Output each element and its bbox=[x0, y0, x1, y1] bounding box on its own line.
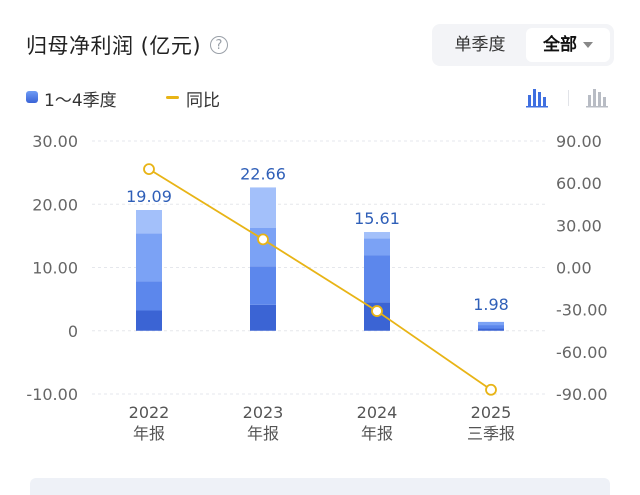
period-toggle: 单季度 全部 bbox=[432, 24, 614, 66]
x-tick-year: 2025 bbox=[471, 403, 512, 422]
y-right-tick-label: 90.00 bbox=[556, 132, 602, 151]
bar-segment-q2 bbox=[250, 266, 276, 305]
x-tick-year: 2022 bbox=[129, 403, 170, 422]
bar-segment-q3 bbox=[364, 238, 390, 256]
y-left-tick-label: -10.00 bbox=[26, 385, 78, 404]
quarterly-tab-label: 单季度 bbox=[454, 35, 506, 55]
help-icon[interactable]: ? bbox=[210, 36, 228, 54]
y-right-tick-label: -60.00 bbox=[556, 343, 608, 362]
bar-legend-label[interactable]: 1～4季度 bbox=[44, 91, 117, 111]
bar-total-label: 1.98 bbox=[473, 295, 509, 314]
bar-segment-q2 bbox=[478, 325, 504, 329]
quarterly-tab[interactable]: 单季度 bbox=[438, 28, 522, 62]
bar-segment-q2 bbox=[364, 255, 390, 303]
x-tick-period: 年报 bbox=[247, 424, 279, 443]
y-left-tick-label: 30.00 bbox=[32, 132, 78, 151]
chart-title: 归母净利润 (亿元) bbox=[26, 34, 202, 58]
chart-header: 归母净利润 (亿元) ? 单季度 全部 bbox=[0, 0, 640, 80]
yoy-point bbox=[371, 305, 383, 317]
x-tick-period: 年报 bbox=[133, 424, 165, 443]
x-tick-period: 年报 bbox=[361, 424, 393, 443]
line-legend-label[interactable]: 同比 bbox=[186, 91, 220, 111]
bar-segment-q3 bbox=[478, 321, 504, 326]
all-dropdown-label: 全部 bbox=[543, 35, 577, 55]
y-right-tick-label: -30.00 bbox=[556, 301, 608, 320]
chevron-down-icon bbox=[583, 42, 593, 48]
y-right-tick-label: 0.00 bbox=[556, 259, 592, 278]
bar-total-label: 15.61 bbox=[354, 209, 400, 228]
y-right-tick-label: 60.00 bbox=[556, 174, 602, 193]
y-right-tick-label: -90.00 bbox=[556, 385, 608, 404]
y-left-tick-label: 20.00 bbox=[32, 195, 78, 214]
y-left-tick-label: 0 bbox=[68, 322, 78, 341]
bar-legend-swatch bbox=[26, 91, 38, 103]
bar-segment-q4 bbox=[136, 210, 162, 234]
x-tick-year: 2023 bbox=[243, 403, 284, 422]
y-right-tick-label: 30.00 bbox=[556, 216, 602, 235]
bar-segment-q3 bbox=[136, 233, 162, 282]
bottom-panel bbox=[30, 478, 610, 495]
bar-segment-q1 bbox=[250, 304, 276, 331]
yoy-point bbox=[485, 383, 497, 396]
bar-segment-q2 bbox=[136, 281, 162, 311]
bar-total-label: 19.09 bbox=[126, 187, 172, 206]
bar-chart-icon[interactable] bbox=[525, 86, 549, 108]
net-profit-chart: 30.00 20.00 10.00 0 -10.00 90.00 60.00 30.00 0.0… bbox=[26, 132, 608, 443]
bar-segment-q4 bbox=[250, 187, 276, 228]
x-tick-period: 三季报 bbox=[467, 424, 515, 443]
line-legend-swatch bbox=[166, 96, 179, 99]
bar-segment-q4 bbox=[364, 232, 390, 239]
bar-total-label: 22.66 bbox=[240, 164, 286, 183]
y-left-tick-label: 10.00 bbox=[32, 259, 78, 278]
yoy-point bbox=[257, 233, 269, 246]
yoy-line bbox=[148, 168, 492, 391]
all-dropdown[interactable]: 全部 bbox=[526, 28, 610, 62]
icon-divider bbox=[568, 90, 569, 106]
stacked-chart-icon[interactable] bbox=[585, 86, 609, 108]
bar-segment-q1 bbox=[478, 328, 504, 331]
bar-segment-q1 bbox=[136, 310, 162, 331]
yoy-point bbox=[143, 163, 155, 176]
x-tick-year: 2024 bbox=[357, 403, 398, 422]
